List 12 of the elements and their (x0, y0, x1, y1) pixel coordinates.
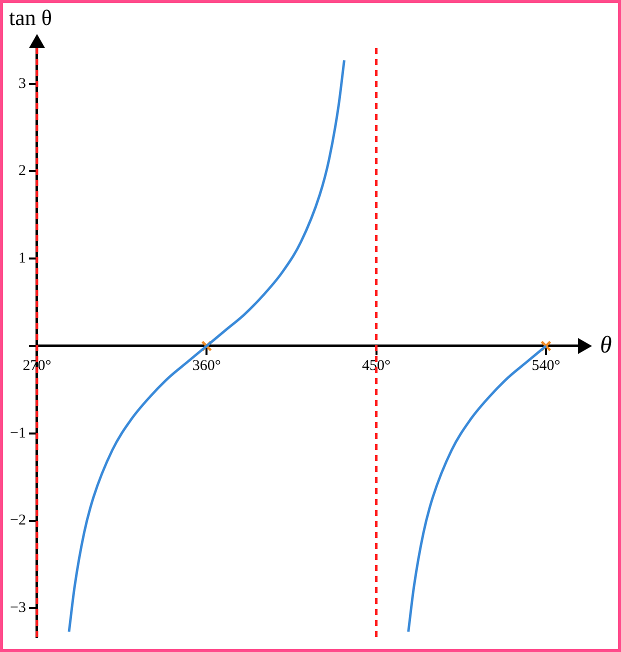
x-axis-title: θ (600, 332, 612, 358)
y-axis-title: tan θ (8, 4, 52, 30)
y-tick-label: −3 (10, 600, 26, 616)
line-series (68, 58, 346, 634)
y-tick-label: 3 (18, 76, 26, 92)
y-tick-label: 2 (18, 163, 26, 180)
x-tick-label: 540° (532, 358, 560, 374)
y-tick-label: 1 (18, 250, 26, 267)
x-tick-label: 360° (192, 358, 221, 374)
x-tick-label: 450° (362, 358, 391, 374)
y-tick-label: −2 (10, 512, 26, 529)
y-tick-label: −1 (10, 425, 26, 442)
